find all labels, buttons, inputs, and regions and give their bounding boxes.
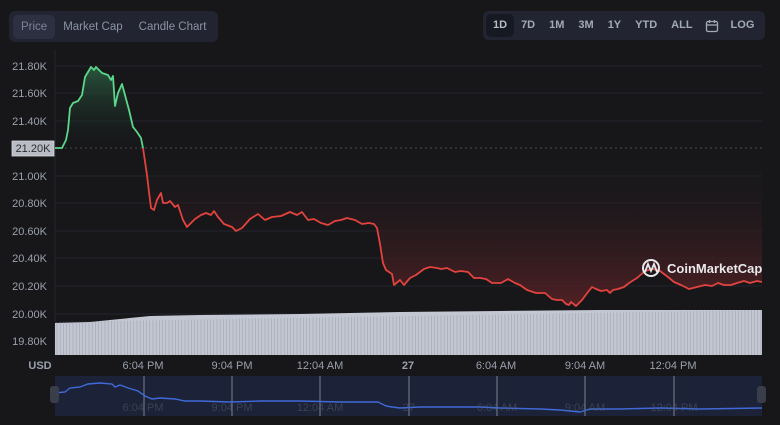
price-line-down (142, 147, 763, 307)
svg-text:12:04 AM: 12:04 AM (297, 360, 343, 372)
x-axis: 6:04 PM 9:04 PM 12:04 AM 27 6:04 AM 9:04… (123, 360, 697, 372)
reference-price-badge: 21.20K (11, 140, 55, 157)
price-area-down (143, 148, 762, 306)
svg-text:9:04 PM: 9:04 PM (212, 402, 253, 414)
range-1m[interactable]: 1M (549, 19, 565, 31)
svg-text:21.40K: 21.40K (12, 116, 48, 128)
svg-text:20.60K: 20.60K (12, 226, 48, 238)
range-7d[interactable]: 7D (521, 19, 536, 31)
svg-text:6:04 PM: 6:04 PM (123, 402, 164, 414)
range-ytd[interactable]: YTD (635, 19, 658, 31)
range-3m[interactable]: 3M (578, 19, 594, 31)
svg-text:21.00K: 21.00K (12, 171, 48, 183)
price-area-up (55, 67, 143, 148)
navigator-right-handle[interactable] (757, 386, 766, 403)
svg-text:21.80K: 21.80K (12, 61, 48, 73)
time-range-selector: 1D 7D 1M 3M 1Y YTD ALL LOG (483, 11, 765, 40)
svg-text:27: 27 (402, 360, 414, 372)
svg-text:9:04 AM: 9:04 AM (565, 402, 605, 414)
svg-text:20.40K: 20.40K (12, 253, 48, 265)
price-line-up (55, 66, 144, 149)
range-1d[interactable]: 1D (486, 14, 515, 37)
svg-text:6:04 AM: 6:04 AM (477, 402, 517, 414)
svg-text:27: 27 (403, 402, 415, 414)
svg-text:12:04 AM: 12:04 AM (297, 402, 343, 414)
svg-text:9:04 PM: 9:04 PM (212, 360, 253, 372)
svg-text:6:04 PM: 6:04 PM (123, 360, 164, 372)
range-1y[interactable]: 1Y (607, 19, 622, 31)
svg-text:21.60K: 21.60K (12, 88, 48, 100)
volume-bars (55, 310, 762, 355)
svg-text:CoinMarketCap: CoinMarketCap (667, 261, 762, 276)
svg-text:6:04 AM: 6:04 AM (476, 360, 516, 372)
svg-text:19.80K: 19.80K (12, 336, 48, 348)
svg-text:21.20K: 21.20K (16, 143, 52, 155)
svg-text:20.80K: 20.80K (12, 198, 48, 210)
currency-label: USD (28, 360, 51, 372)
range-navigator[interactable]: 6:04 PM 9:04 PM 12:04 AM 27 6:04 AM 9:04… (50, 376, 766, 416)
y-axis: 21.80K 21.60K 21.40K 21.00K 20.80K 20.60… (12, 61, 48, 348)
svg-text:20.20K: 20.20K (12, 281, 48, 293)
calendar-icon[interactable] (705, 14, 719, 37)
range-all[interactable]: ALL (671, 19, 693, 31)
tab-candle-chart[interactable]: Candle Chart (138, 20, 207, 33)
svg-text:20.00K: 20.00K (12, 309, 48, 321)
navigator-left-handle[interactable] (50, 386, 59, 403)
log-scale-toggle[interactable]: LOG (730, 19, 755, 31)
tab-price[interactable]: Price (13, 14, 56, 39)
chart-type-tabs: Price Market Cap Candle Chart (9, 11, 219, 42)
coinmarketcap-watermark: CoinMarketCap (642, 259, 762, 277)
svg-text:12:04 PM: 12:04 PM (650, 402, 697, 414)
svg-text:9:04 AM: 9:04 AM (565, 360, 605, 372)
tab-market-cap[interactable]: Market Cap (63, 20, 123, 33)
svg-text:12:04 PM: 12:04 PM (649, 360, 696, 372)
